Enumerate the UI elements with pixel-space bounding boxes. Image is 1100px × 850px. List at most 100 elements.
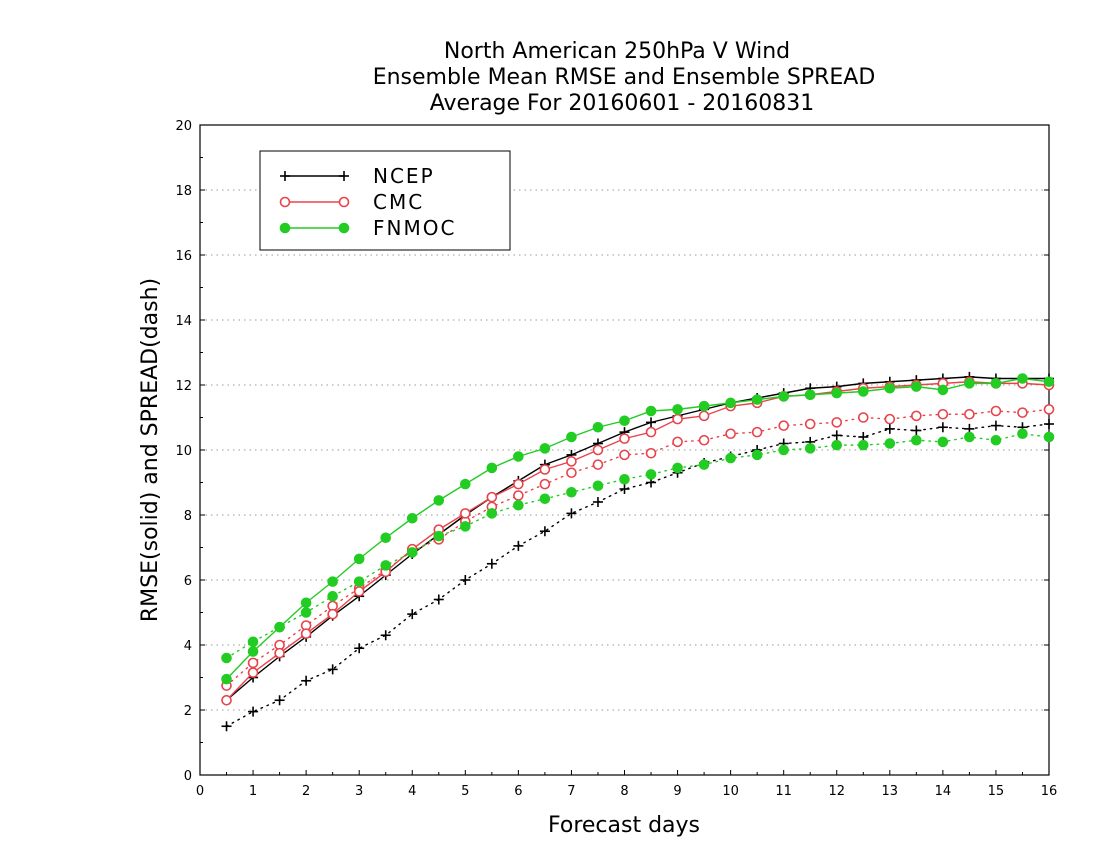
fnmoc-rmse-point <box>460 478 471 490</box>
x-tick-label: 15 <box>988 784 1005 799</box>
fnmoc-rmse-point <box>751 394 763 405</box>
legend-marker-fnmoc <box>338 222 350 234</box>
y-tick-label: 18 <box>175 184 192 199</box>
data-series <box>221 371 1055 732</box>
y-tick-label: 12 <box>175 379 192 394</box>
cmc-rmse-point <box>327 608 338 620</box>
y-axis-ticks: 0 2 4 6 8 10 12 14 16 18 20 <box>175 119 1049 784</box>
fnmoc-spread-point <box>911 434 922 446</box>
legend-label-cmc: CMC <box>373 190 424 214</box>
cmc-rmse-point <box>513 478 524 490</box>
fnmoc-spread-point <box>406 547 418 558</box>
fnmoc-spread-point <box>247 636 259 648</box>
y-tick-label: 14 <box>175 314 192 329</box>
ncep-spread-point <box>884 423 895 434</box>
y-tick-label: 0 <box>184 769 192 784</box>
fnmoc-rmse-point <box>884 382 896 394</box>
fnmoc-spread-point <box>1017 428 1028 440</box>
x-tick-label: 6 <box>514 784 522 799</box>
fnmoc-rmse-point <box>486 462 498 474</box>
fnmoc-rmse-point <box>433 495 445 506</box>
ncep-spread-point <box>990 420 1001 431</box>
fnmoc-rmse-point <box>300 597 312 609</box>
x-tick-label: 5 <box>461 784 469 799</box>
fnmoc-rmse-line <box>226 377 1050 680</box>
fnmoc-rmse-point <box>539 443 551 454</box>
y-axis-label: RMSE(solid) and SPREAD(dash) <box>138 278 163 622</box>
cmc-spread-point <box>619 449 630 461</box>
fnmoc-rmse-point <box>672 404 683 415</box>
x-tick-label: 3 <box>355 784 363 799</box>
cmc-rmse-point <box>221 694 232 706</box>
fnmoc-rmse-point <box>778 391 789 402</box>
cmc-rmse-point <box>566 456 577 467</box>
fnmoc-rmse-point <box>831 387 843 399</box>
y-tick-label: 8 <box>184 509 192 524</box>
y-tick-label: 6 <box>184 574 192 589</box>
x-tick-label: 4 <box>408 784 416 799</box>
cmc-spread-point <box>592 459 604 470</box>
fnmoc-rmse-point <box>911 381 922 392</box>
x-tick-label: 12 <box>828 784 845 799</box>
fnmoc-rmse-point <box>247 646 259 657</box>
x-tick-label: 7 <box>567 784 575 799</box>
ncep-spread-point <box>539 526 550 537</box>
fnmoc-rmse-point <box>353 553 365 565</box>
fnmoc-rmse-point <box>990 378 1002 389</box>
fnmoc-spread-point <box>486 508 498 519</box>
fnmoc-spread-point <box>645 469 657 480</box>
fnmoc-rmse-point <box>1043 376 1055 388</box>
title-line-1: North American 250hPa V Wind <box>444 39 790 64</box>
fnmoc-spread-point <box>380 560 392 571</box>
cmc-spread-point <box>672 436 683 448</box>
ncep-spread-point <box>566 508 577 519</box>
cmc-spread-point <box>247 657 259 669</box>
fnmoc-spread-point <box>778 444 789 456</box>
ncep-spread-point <box>327 664 338 675</box>
x-tick-label: 2 <box>302 784 310 799</box>
fnmoc-rmse-point <box>857 386 869 397</box>
fnmoc-spread-point <box>353 576 365 587</box>
cmc-spread-point <box>857 412 869 423</box>
ncep-spread-line <box>225 423 1050 727</box>
x-tick-label: 0 <box>196 784 204 799</box>
fnmoc-spread-point <box>539 493 551 505</box>
ncep-spread-point <box>486 558 497 569</box>
fnmoc-rmse-point <box>1017 373 1028 384</box>
cmc-spread-point <box>990 405 1002 417</box>
fnmoc-spread-point <box>327 590 338 602</box>
cmc-spread-point <box>645 447 657 459</box>
fnmoc-rmse-point <box>221 673 232 685</box>
cmc-rmse-point <box>619 433 630 444</box>
ncep-spread-point <box>911 425 922 436</box>
fnmoc-spread-point <box>725 452 736 464</box>
y-tick-label: 10 <box>175 444 192 459</box>
fnmoc-spread-point <box>1043 431 1055 443</box>
cmc-rmse-point <box>300 628 312 639</box>
cmc-spread-point <box>831 417 843 428</box>
fnmoc-spread-point <box>300 607 312 618</box>
legend-marker-fnmoc <box>279 222 291 234</box>
cmc-rmse-point <box>353 586 365 597</box>
legend-label-fnmoc: FNMOC <box>373 216 456 240</box>
fnmoc-spread-point <box>884 438 896 449</box>
fnmoc-rmse-point <box>566 431 577 443</box>
fnmoc-rmse-point <box>804 389 816 401</box>
cmc-rmse-point <box>645 426 657 438</box>
ncep-spread-point <box>619 484 630 494</box>
fnmoc-spread-point <box>513 499 524 511</box>
y-tick-label: 4 <box>184 639 192 654</box>
fnmoc-rmse-point <box>698 400 710 412</box>
ncep-spread-point <box>513 540 524 551</box>
x-axis-ticks: 0 1 2 3 4 5 6 7 8 9 10 11 12 13 14 15 16 <box>196 770 1057 799</box>
fnmoc-rmse-point <box>274 621 285 633</box>
fnmoc-spread-point <box>566 486 577 498</box>
x-tick-label: 1 <box>249 784 257 799</box>
cmc-rmse-point <box>274 647 285 659</box>
cmc-spread-point <box>937 408 949 420</box>
fnmoc-spread-line <box>225 433 1050 659</box>
cmc-rmse-point <box>592 444 604 456</box>
legend-box <box>259 150 511 251</box>
